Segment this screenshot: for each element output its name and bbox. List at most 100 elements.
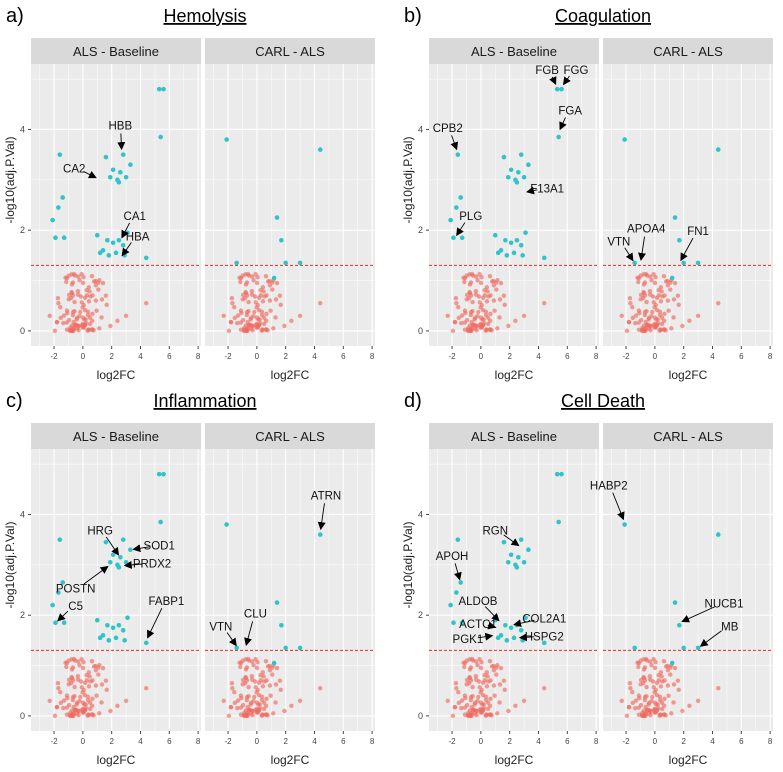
nonsig-point <box>93 683 99 688</box>
nonsig-point <box>647 289 653 294</box>
gene-label: FABP1 <box>149 596 185 608</box>
nonsig-point <box>251 662 256 668</box>
sig-point <box>283 260 288 266</box>
nonsig-point <box>243 323 249 328</box>
nonsig-point <box>255 687 260 693</box>
nonsig-point <box>669 711 674 716</box>
gene-label-arrow <box>317 503 326 531</box>
nonsig-point <box>99 700 104 705</box>
gene-label: FGB <box>535 65 559 77</box>
nonsig-point <box>464 677 470 683</box>
nonsig-point <box>80 321 86 327</box>
gene-label-arrow <box>638 236 646 261</box>
nonsig-point <box>467 708 473 713</box>
nonsig-point <box>270 672 275 677</box>
nonsig-point <box>264 696 269 701</box>
nonsig-point <box>464 292 470 298</box>
sig-point <box>113 250 119 256</box>
nonsig-point <box>251 277 256 283</box>
nonsig-point <box>86 712 91 717</box>
nonsig-point <box>468 697 474 703</box>
nonsig-point <box>641 323 647 328</box>
nonsig-point <box>456 315 461 321</box>
x-tick-label: 2 <box>109 737 114 746</box>
sig-point <box>455 537 461 542</box>
nonsig-point <box>100 665 106 671</box>
nonsig-point <box>467 657 472 662</box>
nonsig-point <box>465 328 471 333</box>
gene-label: APOA4 <box>627 224 666 236</box>
nonsig-point <box>462 693 468 698</box>
y-tick-label: 2 <box>20 225 25 235</box>
sig-point <box>523 615 528 620</box>
nonsig-point <box>235 698 241 703</box>
nonsig-point <box>648 712 653 718</box>
y-tick-label: 4 <box>418 509 423 519</box>
nonsig-point <box>675 293 681 298</box>
nonsig-point <box>123 698 129 703</box>
x-axis-label: log2FC <box>97 753 136 767</box>
nonsig-point <box>297 313 303 318</box>
nonsig-point <box>97 711 102 716</box>
nonsig-point <box>229 680 235 686</box>
nonsig-point <box>238 693 244 698</box>
nonsig-point <box>485 321 491 327</box>
nonsig-point <box>476 294 482 299</box>
nonsig-point <box>260 684 266 689</box>
nonsig-point <box>716 685 721 691</box>
sig-point <box>521 175 527 180</box>
nonsig-point <box>654 317 659 322</box>
nonsig-point <box>66 677 72 683</box>
x-axis-label: log2FC <box>271 753 310 767</box>
nonsig-point <box>318 300 323 306</box>
sig-point <box>632 260 637 266</box>
nonsig-point <box>78 694 83 700</box>
nonsig-point <box>268 308 273 313</box>
sig-point <box>161 86 166 92</box>
panel-title: Coagulation <box>555 6 651 26</box>
gene-label: F13A1 <box>530 183 564 195</box>
nonsig-point <box>476 694 481 700</box>
nonsig-point <box>468 312 474 318</box>
x-tick-label: 6 <box>739 737 744 746</box>
nonsig-point <box>94 693 99 698</box>
nonsig-point <box>459 705 464 711</box>
nonsig-point <box>653 687 658 693</box>
sig-point <box>681 260 686 266</box>
nonsig-point <box>633 320 638 326</box>
nonsig-point <box>542 685 547 691</box>
nonsig-point <box>648 659 653 664</box>
nonsig-point <box>642 697 648 703</box>
nonsig-point <box>658 684 664 689</box>
nonsig-point <box>453 295 459 301</box>
gene-label: FGG <box>563 65 588 77</box>
sig-point <box>61 235 67 241</box>
nonsig-point <box>643 704 648 710</box>
sig-point <box>516 169 521 175</box>
nonsig-point <box>235 313 241 318</box>
nonsig-point <box>662 696 667 701</box>
nonsig-point <box>245 319 250 325</box>
panel-letter: a) <box>6 5 24 27</box>
sig-point <box>279 237 284 243</box>
sig-point <box>448 217 453 223</box>
sig-point <box>695 260 701 266</box>
nonsig-point <box>108 708 113 714</box>
nonsig-point <box>246 299 251 305</box>
nonsig-point <box>506 708 511 714</box>
nonsig-point <box>277 293 283 298</box>
nonsig-point <box>648 327 653 333</box>
gene-label: HBA <box>126 231 150 243</box>
nonsig-point <box>68 680 74 686</box>
nonsig-point <box>666 693 671 698</box>
nonsig-point <box>69 708 75 713</box>
nonsig-point <box>628 300 633 306</box>
sig-point <box>116 180 122 185</box>
nonsig-point <box>467 289 472 295</box>
sig-point <box>514 237 520 243</box>
sig-point <box>234 260 239 266</box>
nonsig-point <box>633 698 639 703</box>
gene-label: PRDX2 <box>133 558 171 570</box>
x-tick-label: 6 <box>565 352 570 361</box>
sig-point <box>118 169 123 175</box>
